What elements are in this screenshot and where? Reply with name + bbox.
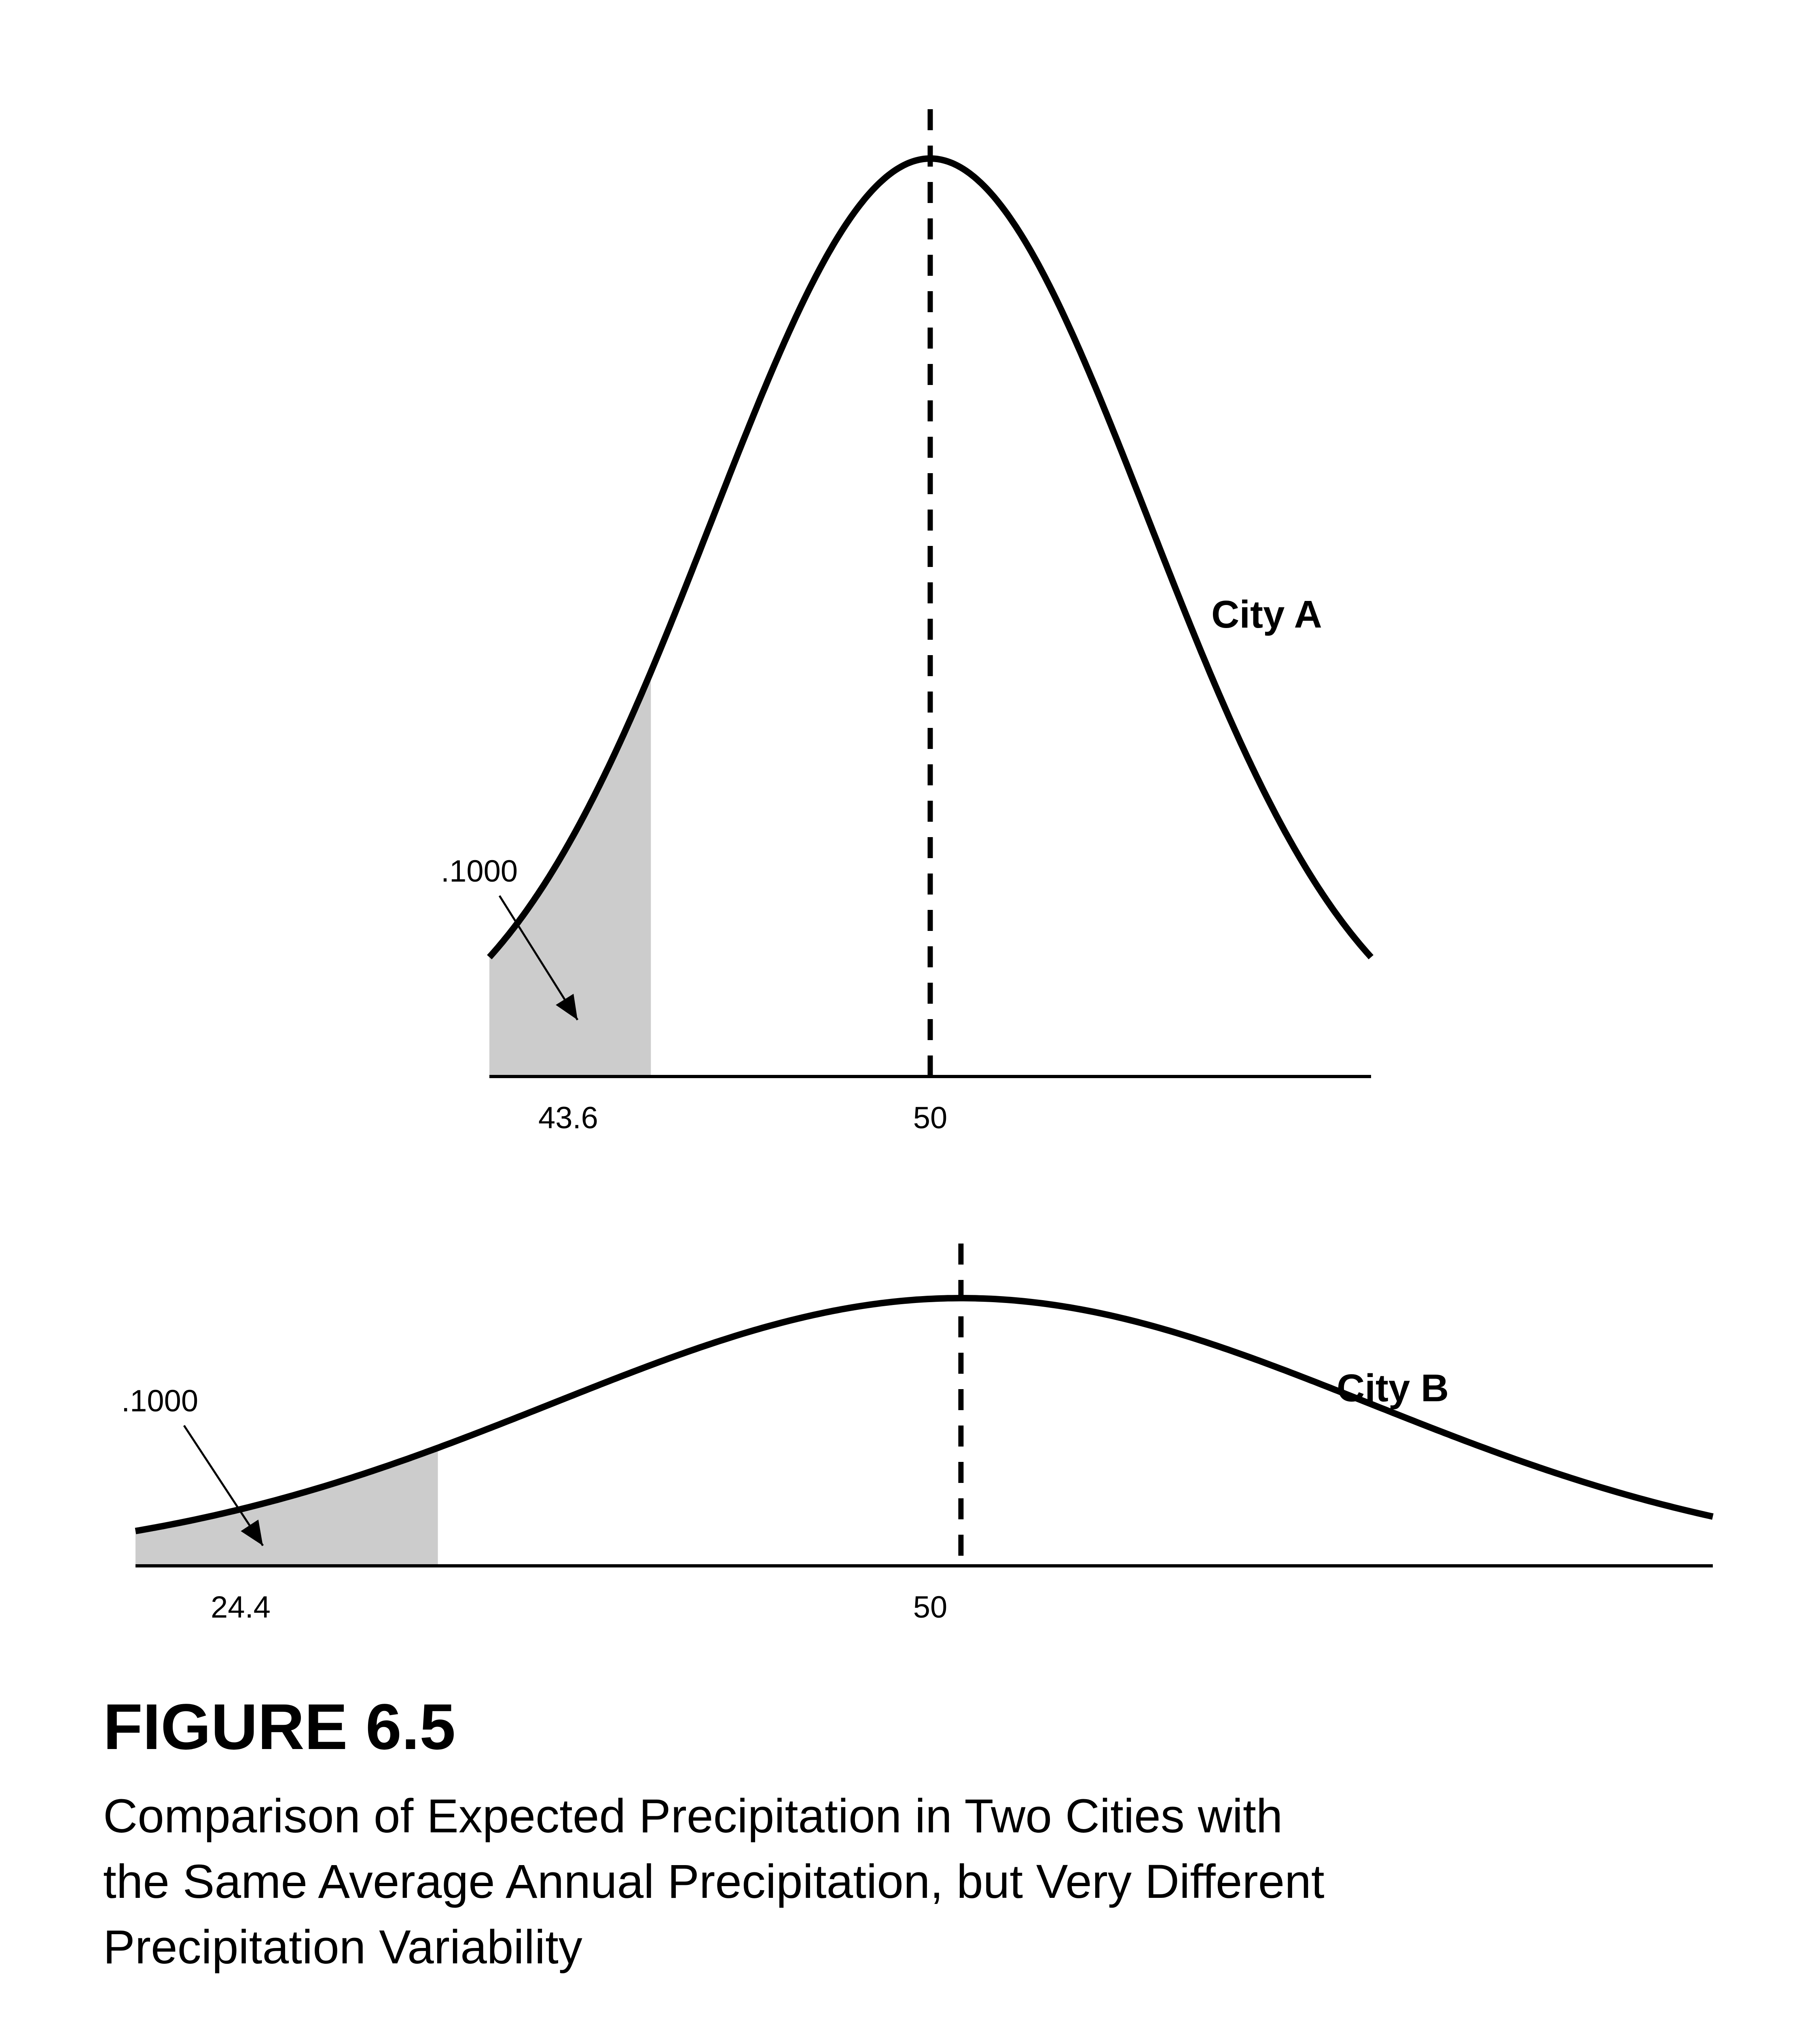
city-b-label: City B [1337,1366,1449,1410]
city-b-density-curve [135,1295,1714,1534]
city-b-tail-probability-label: .1000 [121,1384,198,1418]
city-a-tick-label-tail: 43.6 [538,1101,598,1135]
chart-city-a: .1000 43.6 50 City A [441,109,1373,1135]
figure-description: Comparison of Expected Precipitation in … [103,1783,1721,1980]
city-a-label: City A [1211,593,1322,636]
city-b-tick-label-mean: 50 [913,1590,948,1624]
caption-line: Precipitation Variability [103,1920,582,1974]
city-a-tail-probability-label: .1000 [441,854,518,888]
caption-line: Comparison of Expected Precipitation in … [103,1789,1283,1843]
city-a-tail-arrowhead [556,994,578,1020]
figure-caption: FIGURE 6.5 Comparison of Expected Precip… [103,1694,1721,1980]
city-b-tail-arrowhead [241,1519,263,1546]
figure-number: FIGURE 6.5 [103,1690,456,1763]
caption-line: the Same Average Annual Precipitation, b… [103,1855,1325,1908]
city-a-tail-arrow [498,895,579,1021]
city-a-tick-label-mean: 50 [913,1101,948,1135]
chart-city-b: .1000 24.4 50 City B [121,1244,1714,1624]
city-a-tail-shade [489,672,651,1077]
city-b-tick-label-tail: 24.4 [211,1590,271,1624]
